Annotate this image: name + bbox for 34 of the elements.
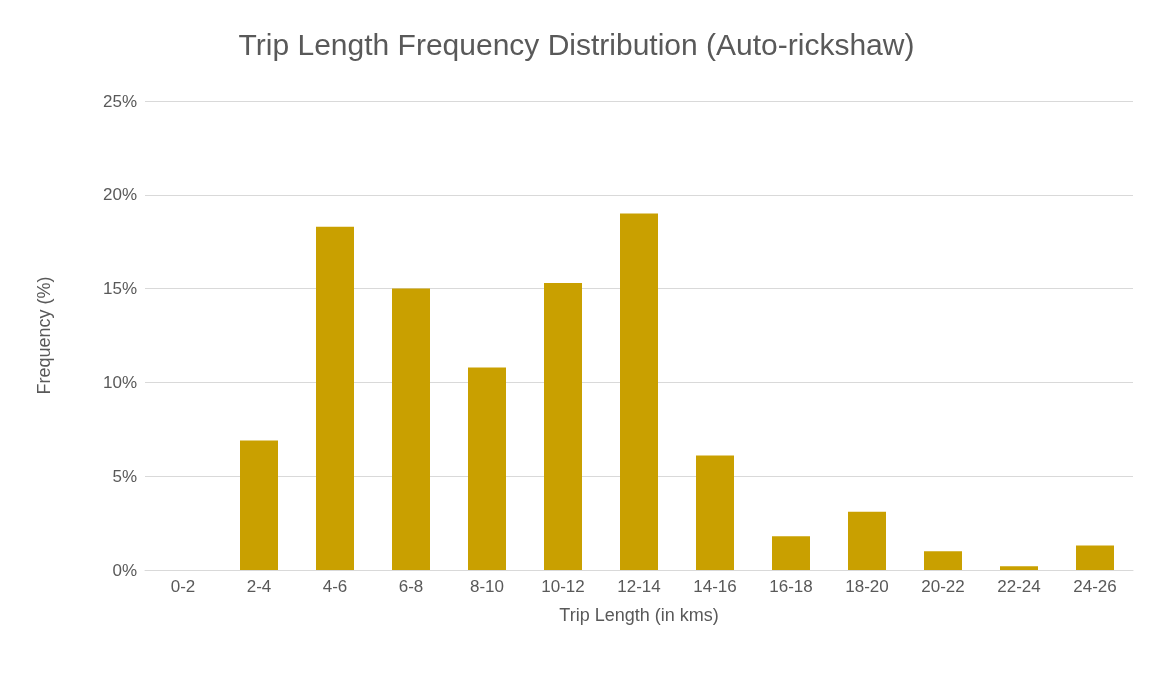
x-tick-label: 16-18 bbox=[769, 577, 813, 596]
bar bbox=[544, 282, 582, 570]
bar bbox=[392, 288, 430, 570]
chart-title: Trip Length Frequency Distribution (Auto-rickshaw) bbox=[238, 27, 915, 61]
x-tick-label: 8-10 bbox=[469, 577, 505, 596]
y-tick-label: 10% bbox=[102, 372, 137, 392]
bar bbox=[240, 440, 278, 570]
y-tick-label: 5% bbox=[112, 466, 137, 486]
y-tick-label: 25% bbox=[102, 91, 137, 111]
x-tick-label: 10-12 bbox=[541, 577, 585, 596]
y-tick-label: 0% bbox=[112, 560, 137, 580]
bar bbox=[924, 551, 962, 570]
x-tick-label: 20-22 bbox=[921, 577, 965, 596]
y-axis-title: Frequency (%) bbox=[34, 276, 54, 395]
x-tick-label: 14-16 bbox=[693, 577, 737, 596]
bar bbox=[468, 367, 506, 570]
bar bbox=[316, 226, 354, 570]
x-tick-label: 0-2 bbox=[170, 577, 196, 596]
bar bbox=[1076, 545, 1114, 570]
y-tick-label: 20% bbox=[102, 185, 137, 205]
x-tick-label: 6-8 bbox=[398, 577, 424, 596]
bar bbox=[1000, 566, 1038, 570]
x-tick-label: 2-4 bbox=[246, 577, 272, 596]
x-axis-title: Trip Length (in kms) bbox=[559, 605, 719, 625]
bar bbox=[696, 455, 734, 570]
bar bbox=[620, 213, 658, 570]
y-tick-label: 15% bbox=[102, 279, 137, 299]
x-tick-label: 22-24 bbox=[997, 577, 1041, 596]
x-tick-label: 18-20 bbox=[845, 577, 889, 596]
bar bbox=[848, 511, 886, 570]
x-tick-label: 12-14 bbox=[617, 577, 661, 596]
x-tick-label: 24-26 bbox=[1073, 577, 1117, 596]
bar bbox=[772, 536, 810, 570]
x-tick-label: 4-6 bbox=[322, 577, 348, 596]
